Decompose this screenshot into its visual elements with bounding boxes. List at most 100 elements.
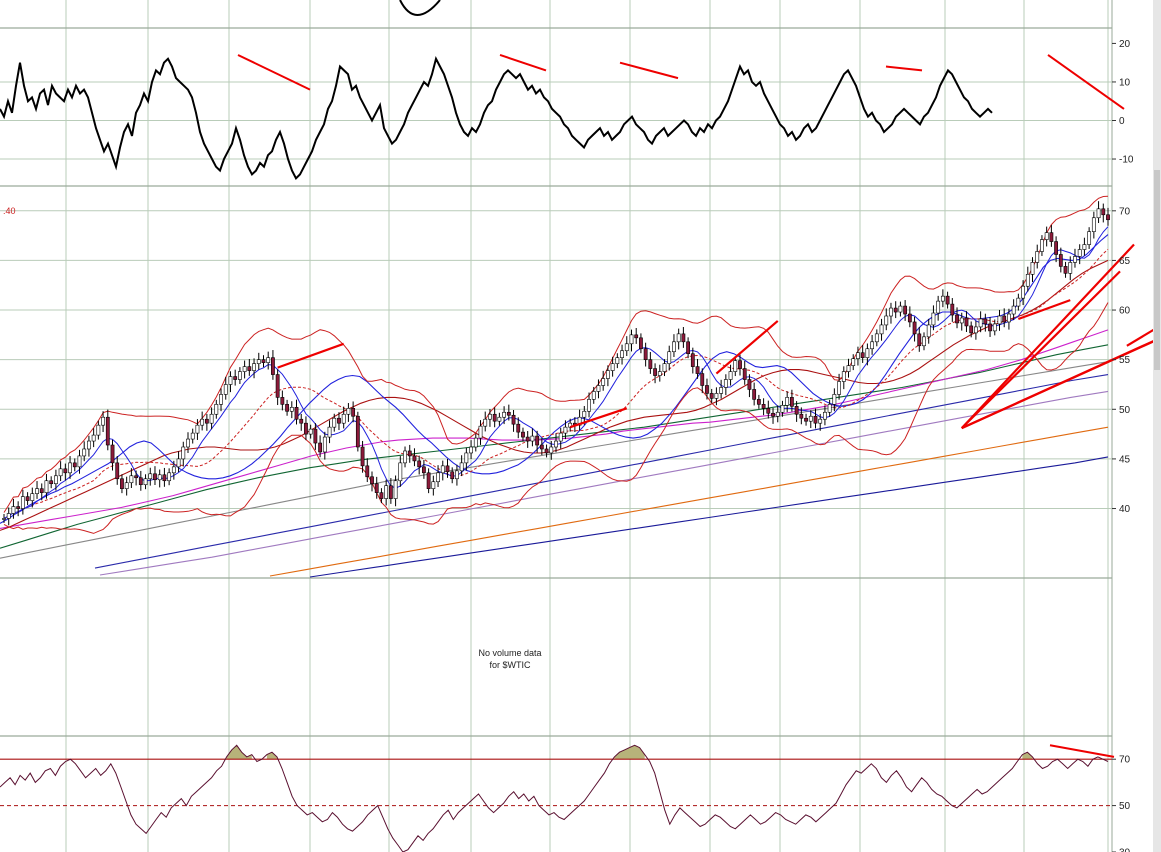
panel-borders bbox=[0, 0, 1113, 852]
scrollbar-thumb[interactable] bbox=[1154, 170, 1160, 370]
candle-body bbox=[756, 399, 761, 405]
candle-body bbox=[1030, 262, 1035, 275]
candle-body bbox=[931, 312, 936, 326]
candle-body bbox=[492, 413, 497, 422]
candle-body bbox=[63, 468, 68, 474]
candle-body bbox=[6, 513, 11, 519]
price-y-tick-label: 45 bbox=[1119, 454, 1131, 465]
candle-body bbox=[233, 376, 238, 380]
candle-body bbox=[153, 473, 157, 481]
candle-body bbox=[1011, 305, 1016, 315]
candle-body bbox=[1063, 266, 1068, 274]
candle-body bbox=[58, 468, 63, 477]
candle-body bbox=[214, 404, 219, 415]
candle-body bbox=[157, 474, 162, 481]
candle-body bbox=[950, 303, 955, 316]
candle-body bbox=[1002, 315, 1007, 323]
candle-body bbox=[889, 307, 893, 317]
candle-body bbox=[662, 363, 667, 372]
scrollbar[interactable] bbox=[1153, 0, 1161, 852]
candle-body bbox=[483, 418, 488, 427]
candle-body bbox=[77, 455, 82, 468]
scrollbar-track[interactable] bbox=[1153, 0, 1161, 852]
candle-body bbox=[403, 450, 407, 464]
bollinger-upper bbox=[3, 195, 1109, 513]
candle-body bbox=[582, 410, 587, 418]
no-volume-text-line-1: No volume data bbox=[478, 648, 541, 658]
candle-body bbox=[1044, 232, 1049, 240]
candle-body bbox=[299, 418, 304, 424]
candle-body bbox=[469, 446, 473, 454]
ma-line-ma_magenta bbox=[0, 329, 1109, 529]
candle-body bbox=[978, 318, 983, 328]
candle-body bbox=[785, 397, 790, 406]
candle-body bbox=[940, 295, 945, 302]
candle-body bbox=[686, 341, 691, 355]
candle-body bbox=[558, 432, 563, 442]
candle-body bbox=[926, 324, 931, 338]
candle-body bbox=[455, 470, 459, 480]
upper-panel-remnant bbox=[399, 0, 441, 16]
candle-body bbox=[865, 348, 870, 358]
ma-line-ma_green bbox=[0, 344, 1109, 549]
candle-body bbox=[780, 405, 785, 413]
candle-body bbox=[973, 326, 978, 334]
candle-body bbox=[39, 488, 44, 493]
candle-body bbox=[700, 373, 705, 386]
chart-grid bbox=[65, 0, 1109, 852]
candle-body bbox=[624, 343, 629, 352]
osc-divergence-line bbox=[237, 54, 311, 91]
ma-line-ma_orange bbox=[269, 426, 1109, 577]
candle-body bbox=[1096, 208, 1101, 219]
candle-body bbox=[601, 378, 606, 386]
candle-body bbox=[1101, 208, 1106, 216]
candle-body bbox=[587, 399, 591, 412]
candle-body bbox=[535, 435, 540, 446]
candle-body bbox=[912, 321, 917, 335]
candle-body bbox=[992, 323, 997, 332]
candle-body bbox=[605, 370, 610, 379]
candle-body bbox=[521, 431, 525, 438]
candle-body bbox=[554, 440, 558, 448]
candle-body bbox=[16, 506, 21, 509]
candle-body bbox=[738, 360, 742, 369]
rsi-y-tick-label: 70 bbox=[1119, 755, 1131, 766]
candle-body bbox=[563, 426, 568, 434]
candle-body bbox=[355, 415, 360, 448]
candle-body bbox=[285, 404, 289, 412]
candle-body bbox=[1049, 232, 1054, 242]
candle-body bbox=[280, 397, 285, 405]
candle-body bbox=[49, 480, 54, 485]
candle-body bbox=[35, 488, 39, 494]
candle-body bbox=[313, 428, 318, 444]
candle-body bbox=[752, 389, 757, 400]
candle-body bbox=[134, 475, 139, 479]
candle-body bbox=[771, 412, 775, 417]
price-y-tick-label: 50 bbox=[1119, 405, 1131, 416]
candle-body bbox=[30, 493, 35, 501]
candle-body bbox=[417, 460, 422, 468]
price-trendline bbox=[715, 320, 779, 375]
candle-body bbox=[388, 485, 393, 499]
candle-body bbox=[945, 295, 950, 305]
candle-body bbox=[82, 448, 87, 457]
candle-body bbox=[143, 478, 148, 486]
candle-body bbox=[525, 436, 530, 442]
candle-body bbox=[506, 411, 511, 416]
candle-body bbox=[775, 411, 780, 417]
candle-body bbox=[167, 472, 172, 482]
price-trendline bbox=[961, 336, 1161, 430]
rsi-line bbox=[0, 744, 1109, 852]
candle-body bbox=[723, 379, 728, 388]
candle-body bbox=[473, 437, 478, 448]
candle-body bbox=[511, 414, 516, 425]
candle-body bbox=[634, 334, 639, 339]
candle-body bbox=[761, 404, 766, 409]
candle-body bbox=[719, 387, 724, 394]
osc-divergence-line bbox=[885, 65, 923, 72]
candle-body bbox=[488, 413, 492, 420]
candle-body bbox=[804, 417, 808, 422]
candle-body bbox=[988, 323, 992, 332]
candle-body bbox=[176, 458, 181, 468]
